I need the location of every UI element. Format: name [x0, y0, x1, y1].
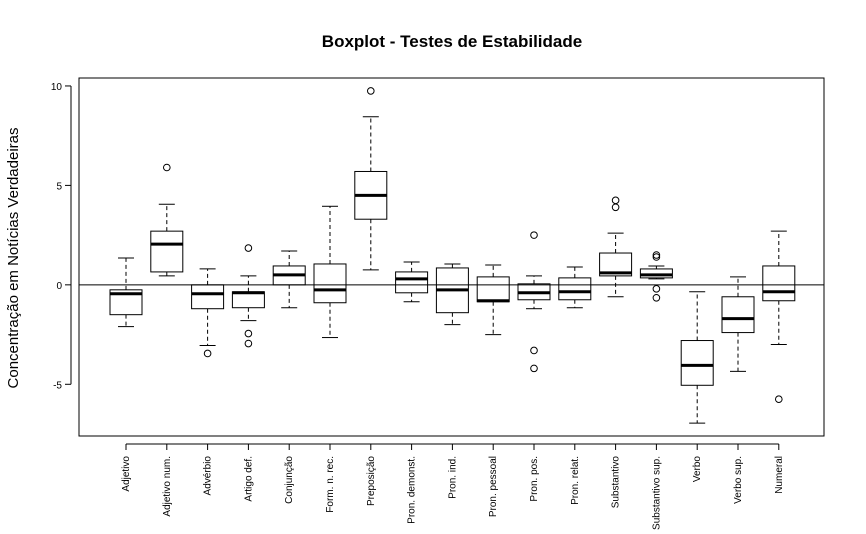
box [721, 296, 755, 334]
plot-frame [78, 77, 825, 437]
outlier-point [244, 244, 253, 252]
x-tick-label: Pron. relat. [570, 456, 581, 505]
x-tick-label: Substantivo [611, 456, 622, 509]
box [476, 276, 510, 303]
x-tick-label: Verbo [692, 456, 703, 483]
outlier-point [652, 253, 661, 261]
outlier-point [652, 293, 661, 302]
plot-marks: 10 5 0 -5 Adjetivo Adjetivo num. Advérbio Artig… [51, 82, 824, 530]
y-tick-label: -5 [53, 380, 62, 391]
x-tick-label: Advérbio [203, 456, 214, 496]
y-axis-label: Concentração em Notícias Verdadeiras [5, 128, 22, 389]
box [313, 263, 347, 304]
outlier-point [652, 285, 661, 293]
box [599, 252, 633, 277]
x-tick-label: Verbo sup. [733, 456, 744, 504]
box [395, 271, 429, 294]
x-tick-label: Pron. demonst. [407, 456, 418, 524]
x-tick-label: Adjetivo [121, 456, 132, 492]
y-tick-label: 0 [56, 281, 62, 292]
x-tick-label: Artigo def. [243, 456, 254, 502]
outlier-point [775, 395, 783, 404]
outlier-point [163, 163, 171, 172]
outlier-point [611, 203, 620, 212]
box [680, 340, 714, 386]
x-tick-label: Form. n. rec. [325, 456, 336, 513]
y-tick-label: 10 [51, 82, 63, 93]
box [558, 277, 592, 301]
outlier-point [611, 196, 620, 205]
x-tick-label: Pron. pessoal [488, 456, 499, 517]
x-tick-label: Pron. pos. [529, 456, 540, 502]
outlier-point [530, 346, 538, 355]
x-tick-label: Conjunção [284, 456, 295, 504]
y-tick-label: 5 [56, 181, 62, 192]
outlier-point [530, 364, 538, 373]
box [762, 265, 796, 302]
x-tick-label: Numeral [774, 456, 785, 494]
outlier-point [530, 231, 538, 239]
outlier-point [367, 87, 375, 95]
chart-title: Boxplot - Testes de Estabilidade [322, 32, 582, 51]
box [150, 230, 184, 273]
x-tick-label: Adjetivo num. [162, 456, 173, 517]
outlier-point [244, 339, 253, 348]
box [191, 284, 225, 310]
x-tick-label: Preposição [366, 456, 377, 506]
outlier-point [203, 349, 212, 358]
outlier-point [244, 329, 253, 338]
x-tick-label: Substantivo sup. [651, 456, 662, 530]
x-tick-label: Pron. ind. [447, 456, 458, 499]
box [109, 289, 143, 316]
outlier-point [652, 251, 661, 259]
